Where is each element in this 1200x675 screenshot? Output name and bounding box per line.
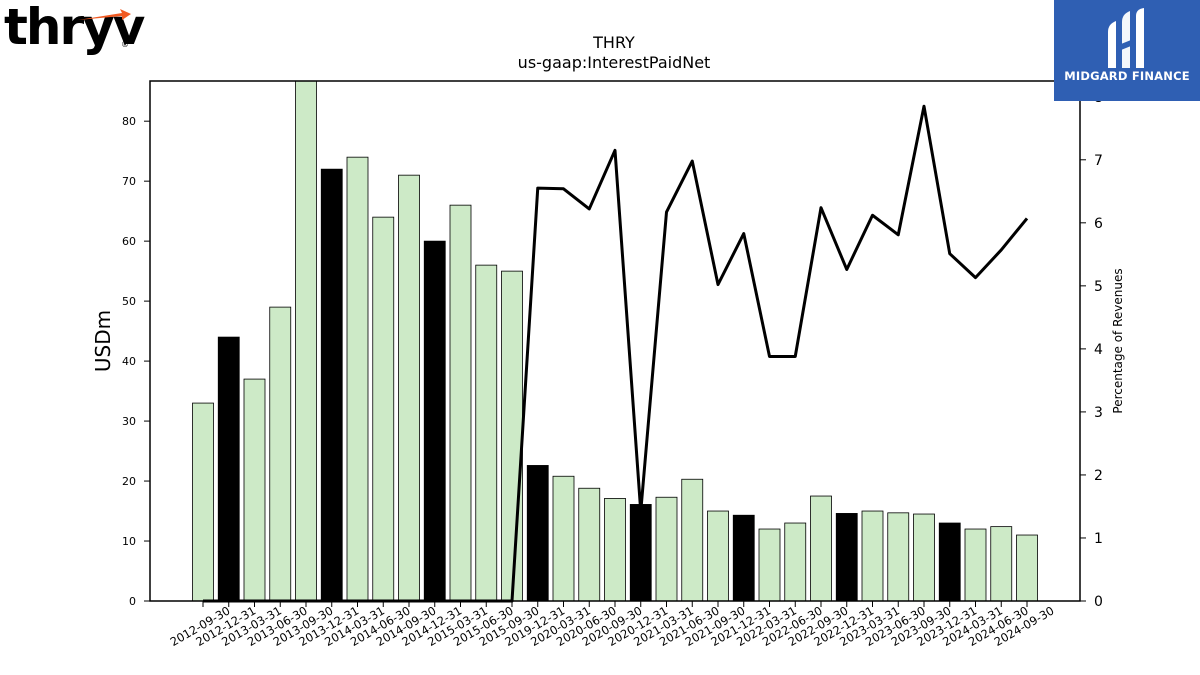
bar-2021-09-30 — [707, 510, 729, 602]
y2-tick-label: 2 — [1094, 468, 1103, 484]
bar-2020-06-30 — [578, 487, 601, 602]
y-tick-label: 0 — [129, 595, 136, 608]
bar-2019-12-31 — [526, 465, 549, 602]
bar-2013-12-31 — [320, 168, 343, 602]
y-tick-label: 30 — [122, 415, 136, 428]
bar-2022-06-30 — [784, 522, 807, 602]
bar-2024-09-30 — [1016, 534, 1038, 602]
bar-2024-06-30 — [990, 526, 1013, 602]
y-axis-left: 0 10 20 30 40 50 60 70 80 — [122, 115, 150, 608]
chart-title: THRY — [592, 33, 635, 52]
bar-2013-03-31 — [243, 378, 266, 602]
bar-2023-09-30 — [913, 513, 935, 602]
midgard-finance-logo: MIDGARD FINANCE — [1054, 0, 1200, 101]
midgard-finance-name: MIDGARD FINANCE — [1064, 69, 1190, 83]
chart-subtitle: us-gaap:InterestPaidNet — [518, 53, 711, 72]
bar-2021-06-30 — [681, 478, 704, 602]
bar-2020-09-30 — [604, 498, 626, 602]
bar-2021-03-31 — [655, 496, 678, 602]
bar-2012-12-31 — [217, 336, 240, 602]
bar-2015-03-31 — [449, 204, 472, 602]
bar-2013-06-30 — [269, 306, 292, 602]
bar-2023-12-31 — [938, 522, 961, 602]
y-tick-label: 60 — [122, 235, 136, 248]
y-axis-label: USDm — [91, 310, 115, 372]
bar-2015-06-30 — [475, 264, 498, 602]
y2-tick-label: 5 — [1094, 279, 1103, 295]
bar-2020-03-31 — [552, 475, 575, 602]
bar-2014-03-31 — [346, 156, 369, 602]
bar-2022-03-31 — [758, 528, 781, 602]
midgard-mark-icon — [1108, 8, 1144, 68]
y-axis-right: 012345678 — [1080, 90, 1103, 610]
y2-tick-label: 0 — [1094, 594, 1103, 610]
y-tick-label: 80 — [122, 115, 136, 128]
bar-2020-12-31 — [629, 504, 652, 602]
registered-mark: ® — [121, 40, 129, 49]
y-tick-label: 40 — [122, 355, 136, 368]
swoosh-arrow-icon — [78, 9, 131, 20]
y2-tick-label: 6 — [1094, 216, 1103, 232]
y2-tick-label: 1 — [1094, 531, 1103, 547]
y2-tick-label: 4 — [1094, 342, 1103, 358]
thryv-logo: thryv ® — [4, 2, 145, 58]
bar-2014-12-31 — [423, 240, 446, 602]
bar-2023-03-31 — [861, 510, 884, 602]
bar-2015-09-30 — [501, 270, 523, 602]
bar-2024-03-31 — [964, 528, 987, 602]
y-tick-label: 20 — [122, 475, 136, 488]
bar-2021-12-31 — [732, 514, 755, 602]
bar-2022-09-30 — [810, 495, 832, 602]
x-axis: 2012-09-302012-12-312013-03-312013-06-30… — [168, 601, 1057, 649]
y2-tick-label: 3 — [1094, 405, 1103, 421]
bar-2013-09-30 — [295, 80, 317, 602]
bar-series — [192, 80, 1038, 602]
y2-axis-label: Percentage of Revenues — [1111, 268, 1125, 413]
bar-2014-09-30 — [398, 174, 420, 602]
bar-2023-06-30 — [887, 512, 910, 602]
y-tick-label: 10 — [122, 535, 136, 548]
y2-tick-label: 7 — [1094, 153, 1103, 169]
bar-2014-06-30 — [372, 216, 395, 602]
y-tick-label: 70 — [122, 175, 136, 188]
y-tick-label: 50 — [122, 295, 136, 308]
bar-2022-12-31 — [835, 513, 858, 602]
bar-2012-09-30 — [192, 402, 214, 602]
